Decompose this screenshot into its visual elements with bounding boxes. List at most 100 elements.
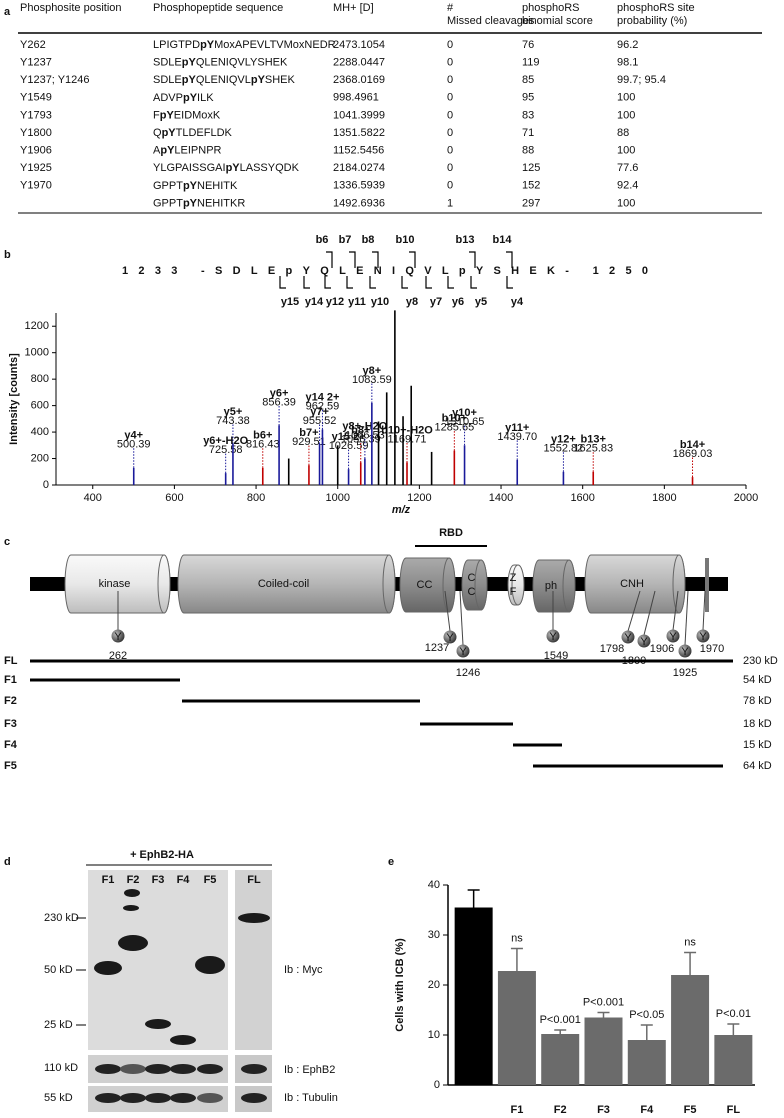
y-ion-label: y6 [452,296,464,308]
peak-mz-label: 743.38 [216,415,250,427]
fragment-bracket [425,276,432,289]
y-tick-label: 200 [31,452,49,464]
sequence-part: pY [160,145,175,157]
sequence-part: SDLE [153,74,182,86]
band [124,889,140,897]
peak-ion-label: y14 2+ [305,391,339,403]
table-cell: ADVPpYILK [153,92,214,104]
domain-marker [705,558,709,612]
peak-mz-label: 1285.65 [434,422,474,434]
domain-label: CNH [620,578,644,590]
band [170,1035,196,1045]
peak-ion-label: y8+ [363,365,382,377]
sequence-part: QLENIQVL [196,74,251,86]
sequence-part: GPPT [153,197,183,209]
table-cell: Y1237 [20,57,52,69]
domain-label: Z [510,572,517,584]
table-cell: 88 [522,145,534,157]
fragment-bracket [470,276,477,289]
peak-mz-label: 929.51 [292,436,326,448]
table-cell: 92.4 [617,180,638,192]
blot-title: + EphB2-HA [130,849,194,861]
bar [454,907,493,1085]
band [120,1064,146,1074]
y-tick-label: 10 [428,1029,440,1041]
marker-label: 25 kD [44,1019,73,1031]
site [456,644,470,658]
table-cell: 100 [617,109,635,121]
marker-label: 55 kD [44,1092,73,1104]
table-cell: Y1970 [20,180,52,192]
peak-mz-label: 816.43 [246,439,280,451]
x-tick-label: 1200 [407,492,431,504]
table-cell: 88 [617,127,629,139]
sequence-part: pY [183,180,198,192]
sequence-part: Q [153,127,162,139]
x-tick-label: 1400 [489,492,513,504]
table-cell: 1351.5822 [333,127,385,139]
table-header: phosphoRS binomial score [522,2,593,27]
marker-label: 230 kD [44,912,79,924]
domain-end [672,554,686,614]
site-stem [627,590,641,632]
site-stem [643,590,656,636]
site-number: 1970 [700,643,724,655]
table-header: Phosphopeptide sequence [153,2,283,14]
sequence-part: NEHITK [197,180,238,192]
panel-label: d [4,856,11,868]
table-cell: 100 [617,197,635,209]
fragment-bracket [279,276,286,289]
table-cell: 152 [522,180,540,192]
table-cell: 0 [447,57,453,69]
fragment-size: 54 kD [743,674,772,686]
table-cell: 0 [447,180,453,192]
bar [714,1035,753,1085]
panel-label: c [4,536,10,548]
peak-mz-label: 1083.59 [352,374,392,386]
peak-ion-label: y12+ [551,434,576,446]
table-cell: 1336.5939 [333,180,385,192]
y-ion-label: y5 [475,296,487,308]
fragment-bracket [349,251,356,268]
peak-mz-label: 1439.70 [497,431,537,443]
x-tick-label: F5 [684,1104,697,1116]
domain-end [382,554,396,614]
peak-ion-label: y5+ [224,406,243,418]
b-ion-label: b10 [396,234,415,246]
band [170,1093,196,1103]
sequence-part: pY [226,162,241,174]
y-tick-label: 0 [43,479,49,491]
x-tick-label: 1000 [325,492,349,504]
peak-ion-label: b7+ [299,427,318,439]
table-cell: 297 [522,197,540,209]
table-cell: Y1800 [20,127,52,139]
peak-mz-label: 1310.65 [445,416,485,428]
peak-ion-label: y6+ [270,387,289,399]
site-letter: Y [624,632,632,644]
band [145,1093,171,1103]
sequence-part: ILK [197,92,214,104]
fragment-bracket [506,276,513,289]
sequence-part: SHEK [265,74,296,86]
site [666,629,680,643]
peak-ion-label: b8+ [351,424,370,436]
peak-mz-label: 1552.82 [544,443,584,455]
site [111,629,125,643]
sequence-part: pY [162,127,177,139]
fragment-name: F2 [4,695,17,707]
site-letter: Y [459,646,467,658]
site [621,630,635,644]
site-letter: Y [669,631,677,643]
header-line: probability (%) [617,15,687,27]
site-number: 262 [109,650,127,662]
site [696,629,710,643]
site [443,630,457,644]
peak-ion-label: b14+ [680,439,705,451]
sequence-part: LPIGTPD [153,39,200,51]
peak-mz-label: 725.58 [209,444,243,456]
peak-mz-label: 1625.83 [573,443,613,455]
site-number: 1246 [456,667,480,679]
site-stem [702,590,706,631]
band [197,1064,223,1074]
x-tick-label: F3 [597,1104,610,1116]
